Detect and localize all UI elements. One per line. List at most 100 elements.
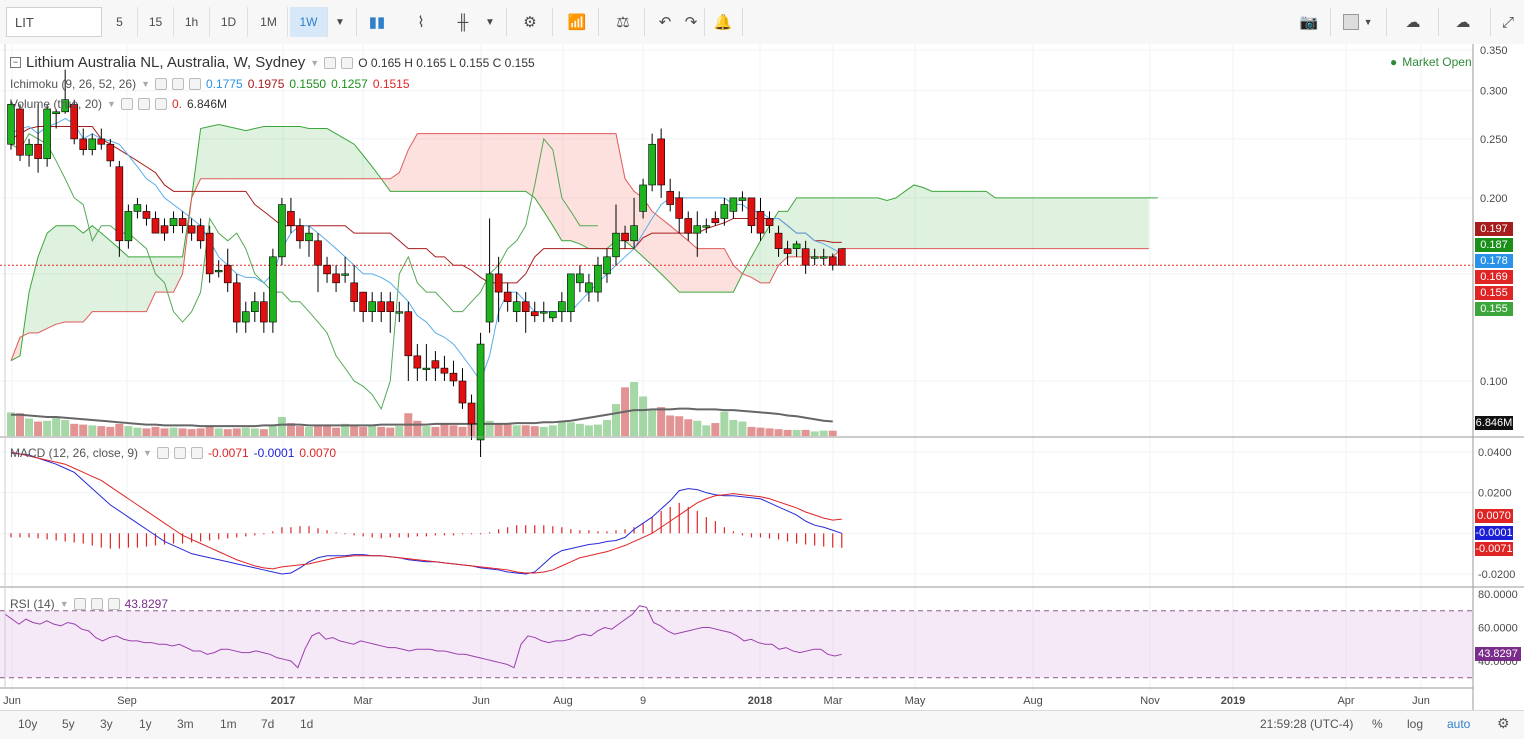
volume-bar bbox=[602, 420, 611, 436]
cloud-segment bbox=[1022, 197, 1032, 249]
collapse-icon[interactable]: − bbox=[10, 57, 21, 68]
volume-bar bbox=[7, 412, 15, 436]
candle-body bbox=[819, 256, 828, 259]
title-dropdown-icon[interactable]: ▼ bbox=[310, 57, 320, 68]
time-axis-label: Jun bbox=[472, 695, 490, 707]
candle-body bbox=[585, 282, 593, 293]
cloud-segment bbox=[263, 126, 273, 179]
time-axis-label: May bbox=[905, 695, 926, 707]
candle-body bbox=[223, 264, 232, 284]
chart-canvas[interactable]: 0.3500.3000.2500.2000.1500.1000.04000.02… bbox=[0, 44, 1524, 710]
interval-dropdown-chevron-icon[interactable]: ▼ bbox=[335, 16, 345, 28]
candle-body bbox=[160, 225, 169, 234]
range-1m-button[interactable]: 1m bbox=[220, 717, 237, 731]
redo-icon[interactable]: ↷ bbox=[684, 14, 698, 31]
ichimoku-close-icon[interactable] bbox=[189, 78, 201, 90]
macd-dropdown-icon[interactable]: ▼ bbox=[143, 448, 152, 458]
cloud-load-icon[interactable]: ☁ bbox=[1405, 14, 1421, 31]
interval-1h-button[interactable]: 1h bbox=[174, 7, 210, 37]
indicators-icon[interactable]: 📶 bbox=[567, 14, 587, 31]
volume-bar bbox=[774, 429, 783, 436]
volume-eye-icon[interactable] bbox=[120, 98, 133, 110]
ichimoku-eye-icon[interactable] bbox=[155, 78, 167, 90]
rsi-settings-icon[interactable] bbox=[90, 598, 103, 610]
volume-bar bbox=[521, 425, 530, 436]
toolbar-divider bbox=[1490, 8, 1491, 36]
chikou-value: 0.1550 bbox=[289, 77, 327, 91]
volume-dropdown-icon[interactable]: ▼ bbox=[107, 99, 116, 109]
scale-settings-gear-icon[interactable]: ⚙ bbox=[1497, 715, 1510, 731]
line-chart-icon[interactable]: ⌇ bbox=[417, 14, 425, 31]
cloud-segment bbox=[923, 187, 933, 249]
bars-chart-icon[interactable]: ╫ bbox=[457, 13, 469, 31]
volume-bar bbox=[43, 420, 52, 436]
volume-bar bbox=[115, 423, 124, 436]
settings-gear-icon[interactable]: ⚙ bbox=[523, 14, 537, 31]
interval-1d-button[interactable]: 1D bbox=[210, 7, 248, 37]
chart-type-dropdown-icon[interactable]: ▼ bbox=[485, 16, 495, 28]
undo-icon[interactable]: ↶ bbox=[658, 14, 672, 31]
volume-bar bbox=[395, 426, 404, 436]
cloud-segment bbox=[363, 155, 373, 179]
tenkan-line bbox=[10, 117, 842, 383]
range-1y-button[interactable]: 1y bbox=[139, 717, 152, 731]
macd-settings-icon[interactable] bbox=[173, 447, 186, 459]
candle-body bbox=[720, 204, 729, 219]
macd-label-line: -0.0001 bbox=[1475, 526, 1513, 540]
range-3m-button[interactable]: 3m bbox=[177, 717, 194, 731]
volume-bar bbox=[151, 426, 160, 436]
rsi-close-icon[interactable] bbox=[107, 598, 120, 610]
candles-chart-type-icon[interactable]: ▮▮ bbox=[368, 14, 386, 31]
candle-body bbox=[305, 232, 313, 242]
range-7d-button[interactable]: 7d bbox=[261, 717, 275, 731]
cloud-segment bbox=[254, 126, 264, 179]
cloud-segment bbox=[977, 191, 987, 249]
grid-lines bbox=[0, 44, 1473, 691]
macd-tick-label: 0.0400 bbox=[1478, 447, 1512, 459]
candle-body bbox=[747, 197, 756, 226]
candle-body bbox=[151, 218, 160, 234]
cloud-segment bbox=[209, 124, 219, 179]
compare-scale-icon[interactable]: ⚖ bbox=[616, 14, 630, 31]
legend-close-icon[interactable] bbox=[341, 56, 354, 69]
cloud-save-icon[interactable]: ☁ bbox=[1455, 14, 1471, 31]
ichimoku-settings-icon[interactable] bbox=[172, 78, 184, 90]
log-toggle[interactable]: log bbox=[1407, 717, 1424, 731]
candle-body bbox=[70, 103, 79, 140]
rsi-eye-icon[interactable] bbox=[73, 598, 86, 610]
rsi-dropdown-icon[interactable]: ▼ bbox=[59, 599, 69, 609]
volume-bar bbox=[810, 431, 819, 436]
volume-settings-icon[interactable] bbox=[137, 98, 150, 110]
volume-bar bbox=[377, 426, 386, 436]
range-5y-button[interactable]: 5y bbox=[62, 717, 75, 731]
ichimoku-dropdown-icon[interactable]: ▼ bbox=[141, 79, 150, 89]
range-1d-button[interactable]: 1d bbox=[300, 717, 314, 731]
candle-body bbox=[88, 138, 97, 150]
range-3y-button[interactable]: 3y bbox=[100, 717, 113, 731]
volume-close-icon[interactable] bbox=[154, 98, 167, 110]
layout-square-icon[interactable]: ▼ bbox=[1338, 7, 1378, 37]
alert-bell-icon[interactable]: 🔔 bbox=[713, 14, 733, 31]
symbol-search-input[interactable]: LIT bbox=[6, 7, 102, 37]
fullscreen-icon[interactable]: ⤢ bbox=[1501, 13, 1514, 31]
time-axis-label: Jun bbox=[3, 695, 21, 707]
candle-body bbox=[25, 143, 33, 156]
interval-15-button[interactable]: 15 bbox=[138, 7, 174, 37]
interval-1m-button[interactable]: 1M bbox=[250, 7, 288, 37]
cloud-segment bbox=[670, 225, 680, 293]
legend-settings-icon[interactable] bbox=[324, 56, 337, 69]
macd-eye-icon[interactable] bbox=[156, 447, 169, 459]
percent-toggle[interactable]: % bbox=[1372, 717, 1383, 731]
volume-bar bbox=[259, 429, 268, 436]
range-10y-button[interactable]: 10y bbox=[18, 717, 38, 731]
snapshot-camera-icon[interactable]: 📷 bbox=[1299, 14, 1319, 31]
rsi-band bbox=[0, 610, 1473, 678]
interval-5-button[interactable]: 5 bbox=[102, 7, 138, 37]
span-a-value: 0.1257 bbox=[331, 77, 368, 91]
auto-toggle[interactable]: auto bbox=[1447, 717, 1471, 731]
macd-close-icon[interactable] bbox=[190, 447, 203, 459]
volume-bar bbox=[359, 426, 368, 436]
interval-1w-button[interactable]: 1W bbox=[290, 7, 328, 37]
cloud-segment bbox=[570, 133, 580, 244]
cloud-segment bbox=[272, 126, 282, 179]
